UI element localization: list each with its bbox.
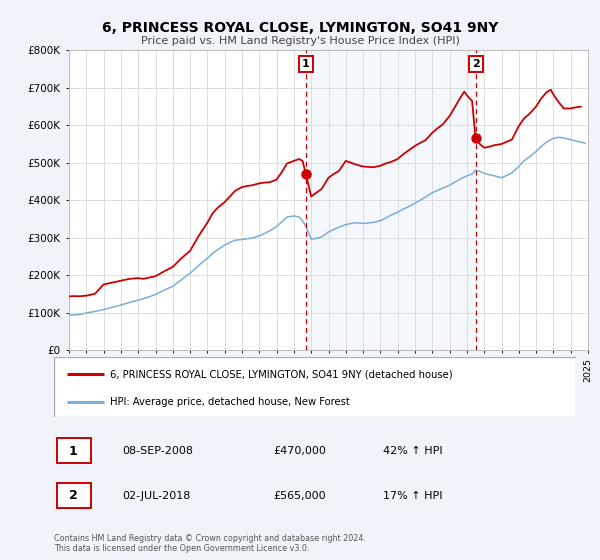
- Bar: [306, 50, 476, 350]
- Text: 08-SEP-2008: 08-SEP-2008: [122, 446, 193, 456]
- Text: £565,000: £565,000: [273, 491, 326, 501]
- Text: 42% ↑ HPI: 42% ↑ HPI: [383, 446, 442, 456]
- Text: 02-JUL-2018: 02-JUL-2018: [122, 491, 190, 501]
- FancyBboxPatch shape: [56, 438, 91, 464]
- Text: 6, PRINCESS ROYAL CLOSE, LYMINGTON, SO41 9NY: 6, PRINCESS ROYAL CLOSE, LYMINGTON, SO41…: [102, 21, 498, 35]
- Text: 2: 2: [69, 489, 77, 502]
- Text: Price paid vs. HM Land Registry's House Price Index (HPI): Price paid vs. HM Land Registry's House …: [140, 36, 460, 46]
- Text: £470,000: £470,000: [273, 446, 326, 456]
- Text: 17% ↑ HPI: 17% ↑ HPI: [383, 491, 442, 501]
- Text: 1: 1: [302, 59, 310, 69]
- Text: HPI: Average price, detached house, New Forest: HPI: Average price, detached house, New …: [110, 397, 350, 407]
- Text: 6, PRINCESS ROYAL CLOSE, LYMINGTON, SO41 9NY (detached house): 6, PRINCESS ROYAL CLOSE, LYMINGTON, SO41…: [110, 369, 452, 379]
- Text: 2: 2: [472, 59, 479, 69]
- Text: Contains HM Land Registry data © Crown copyright and database right 2024.
This d: Contains HM Land Registry data © Crown c…: [54, 534, 366, 553]
- FancyBboxPatch shape: [56, 483, 91, 508]
- Text: 1: 1: [69, 445, 77, 458]
